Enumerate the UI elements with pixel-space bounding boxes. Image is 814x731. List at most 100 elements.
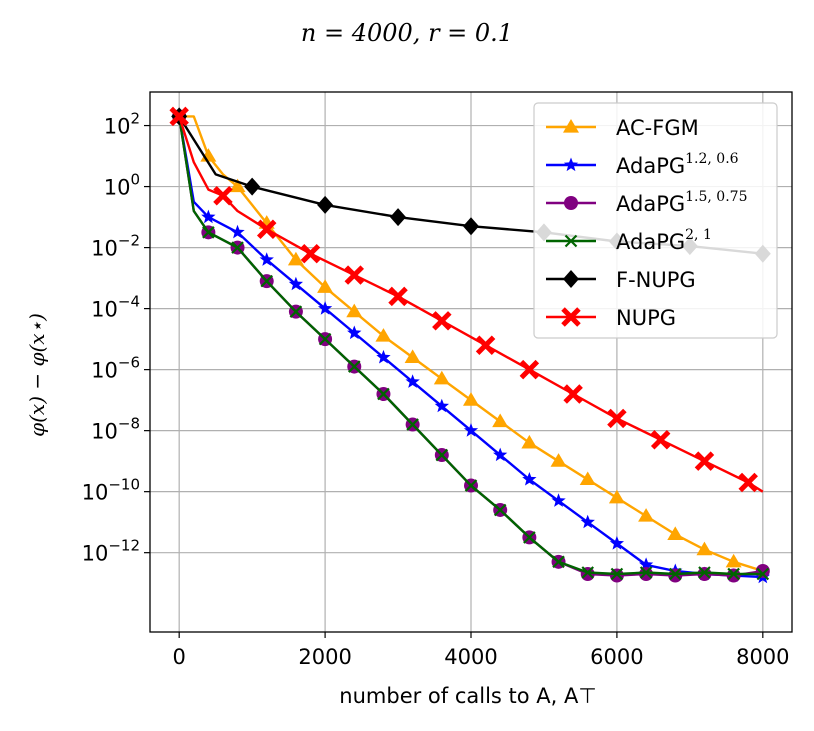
data-point-marker <box>738 472 758 493</box>
legend-label: AC-FGM <box>616 116 699 140</box>
data-series <box>169 106 771 584</box>
data-point-marker <box>229 178 246 193</box>
data-point-marker <box>318 332 332 346</box>
data-point-marker <box>493 503 507 517</box>
data-point-marker <box>288 276 303 291</box>
data-point-marker <box>376 349 391 364</box>
y-tick-label: 100 <box>104 171 140 200</box>
data-point-marker <box>318 301 333 315</box>
data-point-marker <box>667 526 684 540</box>
data-point-marker <box>580 514 595 529</box>
data-point-marker <box>493 447 508 462</box>
data-point-marker <box>756 567 770 581</box>
data-point-marker <box>564 234 578 248</box>
data-point-marker <box>523 531 536 544</box>
data-point-marker <box>725 553 742 568</box>
data-point-marker <box>698 566 711 579</box>
x-axis-label: number of calls to A, A⊤ <box>339 684 596 708</box>
data-point-marker <box>579 471 596 486</box>
data-point-marker <box>404 349 421 364</box>
x-tick-label: 0 <box>172 645 185 669</box>
y-tick-label: 10−2 <box>91 232 140 261</box>
y-tick-label: 10−8 <box>91 415 140 444</box>
data-point-marker <box>377 387 390 401</box>
data-point-marker <box>563 270 579 288</box>
data-point-marker <box>519 359 540 380</box>
data-point-marker <box>463 423 479 437</box>
series-line <box>178 116 763 576</box>
legend-label: F-NUPG <box>616 268 696 292</box>
legend-entry: AC-FGM <box>546 116 699 140</box>
data-point-marker <box>433 370 450 385</box>
data-point-marker <box>492 413 509 428</box>
data-point-marker <box>317 279 334 293</box>
data-point-marker <box>435 448 449 462</box>
data-point-marker <box>463 217 479 236</box>
legend-entry: F-NUPG <box>546 268 696 292</box>
data-point-marker <box>475 335 496 355</box>
data-point-marker <box>300 243 321 264</box>
data-point-marker <box>550 453 567 467</box>
data-point-marker <box>213 185 233 206</box>
y-tick-label: 10−10 <box>82 476 140 505</box>
data-point-marker <box>289 305 303 318</box>
data-point-marker <box>639 566 653 579</box>
axes: 0 2000 4000 6000 8000 102 100 10−2 10−4 10−6 10−8 1… <box>82 91 793 669</box>
data-point-marker <box>259 252 274 266</box>
data-point-marker <box>609 536 624 550</box>
data-point-marker <box>561 307 581 327</box>
data-point-marker <box>563 157 579 172</box>
y-axis-label: φ(x) − φ(x⋆) <box>25 313 49 437</box>
data-point-marker <box>231 241 244 254</box>
data-point-marker <box>405 374 420 388</box>
data-point-marker <box>755 563 770 578</box>
y-tick-label: 10−4 <box>91 293 140 322</box>
data-point-marker <box>521 434 538 449</box>
data-point-marker <box>727 567 740 581</box>
data-point-marker <box>638 508 655 522</box>
data-point-marker <box>201 209 216 224</box>
data-point-marker <box>696 541 713 556</box>
data-point-marker <box>287 251 304 266</box>
series-line <box>178 116 763 579</box>
data-point-marker <box>464 479 478 492</box>
chart-title: n = 4000, r = 0.1 <box>301 19 513 47</box>
legend: AC-FGM AdaPG1.2, 0.6 AdaPG1.5, 0.75 AdaPG2,… <box>533 102 778 339</box>
y-tick-label: 10−6 <box>91 354 140 383</box>
legend-entry: NUPG <box>546 306 676 330</box>
data-point-marker <box>169 106 189 127</box>
data-point-marker <box>346 303 363 318</box>
legend-entry: AdaPG1.2, 0.6 <box>546 151 739 178</box>
data-point-marker <box>563 119 579 133</box>
data-point-marker <box>244 177 261 196</box>
x-tick-label: 8000 <box>736 645 789 669</box>
legend-label: AdaPG1.2, 0.6 <box>616 151 739 178</box>
grid-lines <box>150 92 792 632</box>
data-point-marker <box>463 392 479 406</box>
data-point-marker <box>551 493 566 507</box>
data-point-marker <box>668 567 682 581</box>
x-tick-label: 6000 <box>590 645 643 669</box>
data-point-marker <box>610 567 624 581</box>
data-point-marker <box>406 418 419 431</box>
data-point-marker <box>256 219 277 240</box>
data-point-marker <box>607 408 627 429</box>
data-point-marker <box>564 196 578 210</box>
y-tick-label: 10−12 <box>82 537 140 566</box>
data-point-marker <box>581 566 595 579</box>
legend-label: NUPG <box>616 306 676 330</box>
data-point-marker <box>639 557 654 571</box>
series-adapg-3 <box>172 110 770 581</box>
data-point-marker <box>347 360 361 373</box>
legend-entry: AdaPG2, 1 <box>546 227 712 254</box>
y-tick-label: 102 <box>104 110 140 139</box>
legend-entry: AdaPG1.5, 0.75 <box>546 189 747 216</box>
data-point-marker <box>388 286 408 307</box>
data-point-marker <box>375 328 392 342</box>
data-point-marker <box>552 555 565 569</box>
data-point-marker <box>563 384 583 404</box>
data-point-marker <box>390 208 407 227</box>
data-point-marker <box>434 398 449 413</box>
series-nupg-5 <box>169 106 764 493</box>
